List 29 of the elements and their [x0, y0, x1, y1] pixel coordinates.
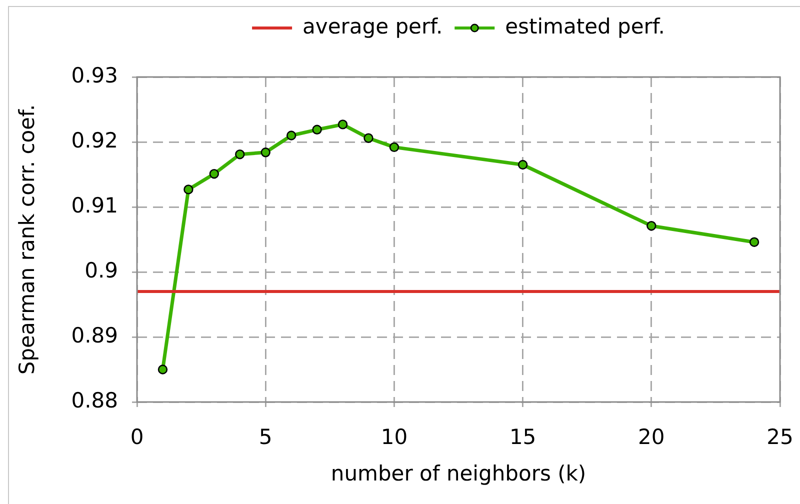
- point: [286, 130, 296, 140]
- x-axis-title: number of neighbors (k): [330, 461, 586, 486]
- x-tick-label: 0: [130, 425, 144, 450]
- point: [260, 148, 270, 158]
- point: [646, 221, 656, 231]
- point: [235, 150, 245, 160]
- y-tick-label: 0.93: [71, 63, 118, 88]
- point: [749, 237, 760, 247]
- x-tick-label: 5: [258, 425, 272, 450]
- y-tick-label: 0.91: [71, 193, 118, 218]
- point: [364, 133, 374, 143]
- y-tick-label: 0.92: [71, 128, 118, 152]
- x-tick-label: 15: [509, 425, 536, 450]
- legend-label: estimated perf.: [505, 14, 665, 38]
- y-tick-label: 0.88: [71, 388, 118, 412]
- point: [209, 169, 220, 179]
- point: [338, 120, 348, 130]
- x-tick-label: 10: [380, 425, 408, 450]
- x-tick-label: 25: [766, 425, 794, 450]
- point: [518, 160, 528, 170]
- point: [184, 184, 194, 194]
- point: [389, 142, 400, 152]
- y-tick-label: 0.9: [84, 258, 118, 282]
- point: [158, 364, 168, 374]
- legend-label: average perf.: [302, 14, 443, 38]
- point: [312, 124, 322, 134]
- x-tick-label: 20: [638, 425, 665, 450]
- y-axis-title: Spearman rank corr. coef.: [15, 104, 40, 375]
- y-tick-label: 0.89: [71, 323, 118, 348]
